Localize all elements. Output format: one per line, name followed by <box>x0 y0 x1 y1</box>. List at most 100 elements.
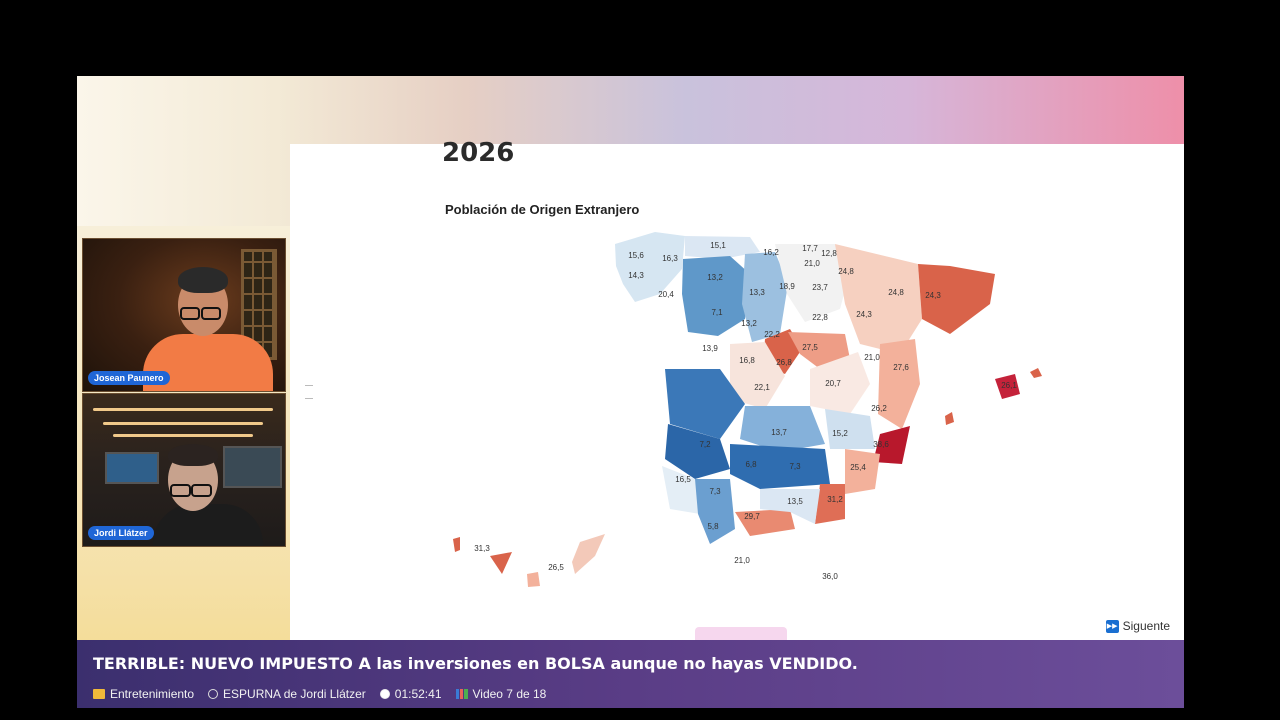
label-guadalajara: 27,5 <box>802 343 818 352</box>
label-teruel: 21,0 <box>864 353 880 362</box>
skip-forward-icon: ▶▶ <box>1105 619 1119 633</box>
region-asturias <box>685 236 760 259</box>
next-button-label: Siguente <box>1122 619 1170 633</box>
label-ceuta: 21,0 <box>734 556 750 565</box>
region-castilla-leon-east <box>742 252 788 342</box>
label-tarragona: 24,3 <box>925 291 941 300</box>
label-leon: 13,2 <box>707 273 723 282</box>
label-lugo: 16,3 <box>662 254 678 263</box>
label-salamanca: 13,9 <box>702 344 718 353</box>
region-huelva <box>662 466 700 514</box>
region-baleares-ibiza <box>945 412 954 425</box>
region-ciudad-real <box>740 406 825 452</box>
label-cordoba: 13,5 <box>787 497 803 506</box>
label-albacete: 15,2 <box>832 429 848 438</box>
region-sevilla <box>695 479 735 544</box>
region-galicia <box>615 232 685 302</box>
label-cuenca: 20,7 <box>825 379 841 388</box>
folder-icon <box>93 689 105 699</box>
spain-choropleth-map: 15,6 16,3 15,1 16,2 17,7 12,8 21,0 14,3 … <box>453 232 1042 587</box>
label-baleares: 26,1 <box>1001 381 1017 390</box>
label-huelva: 16,5 <box>675 475 691 484</box>
playlist-position-label: Video 7 de 18 <box>472 687 547 701</box>
label-segovia: 22,2 <box>764 330 780 339</box>
map-regions <box>453 232 1042 587</box>
region-guadalajara <box>788 332 850 369</box>
video-frame: 2026 Población de Origen Extranjero <box>77 76 1184 708</box>
region-north-east-light <box>775 244 850 322</box>
video-meta: Entretenimiento ESPURNA de Jordi Llátzer… <box>93 687 546 701</box>
region-canarias-east <box>572 534 605 574</box>
region-canarias-tenerife <box>490 552 512 574</box>
map-screen-decor <box>223 446 282 488</box>
region-castilla-leon-west <box>682 256 750 336</box>
slide-handle[interactable] <box>305 385 313 399</box>
meta-category: Entretenimiento <box>93 687 194 701</box>
next-button[interactable]: ▶▶ Siguente <box>1105 619 1170 633</box>
name-tag: Jordi Llátzer <box>88 526 154 540</box>
label-murcia: 25,4 <box>850 463 866 472</box>
label-valencia: 26,2 <box>871 404 887 413</box>
region-baleares-mallorca <box>995 374 1020 399</box>
region-canarias-grancanaria <box>527 572 540 587</box>
label-navarra: 24,8 <box>838 267 854 276</box>
meta-duration: 01:52:41 <box>379 687 442 701</box>
label-avila: 16,8 <box>739 356 755 365</box>
label-almeria: 31,2 <box>827 495 843 504</box>
region-albacete <box>825 409 875 449</box>
label-toledo: 22,1 <box>754 383 770 392</box>
region-alicante <box>873 426 910 464</box>
label-cadiz: 5,8 <box>707 522 719 531</box>
label-sevilla: 7,3 <box>709 487 721 496</box>
label-ciudad-real: 13,7 <box>771 428 787 437</box>
label-pontevedra: 14,3 <box>628 271 644 280</box>
label-castellon: 27,6 <box>893 363 909 372</box>
region-cordoba <box>760 489 820 524</box>
region-canarias-west <box>453 537 460 552</box>
stopwatch-icon <box>379 689 390 699</box>
label-palencia: 13,3 <box>749 288 765 297</box>
bar-chart-icon <box>455 689 468 699</box>
label-madrid: 26,8 <box>776 358 792 367</box>
label-zaragoza: 24,3 <box>856 310 872 319</box>
webcam-feed-host: Josean Paunero <box>82 238 286 392</box>
region-valencia <box>878 339 920 429</box>
label-gipuzkoa: 12,8 <box>821 249 837 258</box>
region-cuenca <box>810 352 870 414</box>
webcam-feed-guest: Jordi Llátzer <box>82 393 286 547</box>
presentation-slide: 2026 Población de Origen Extranjero <box>290 138 1184 641</box>
region-almeria <box>815 484 845 524</box>
label-malaga: 29,7 <box>744 512 760 521</box>
label-burgos: 18,9 <box>779 282 795 291</box>
label-soria: 22,8 <box>812 313 828 322</box>
region-aragon <box>835 244 922 354</box>
label-araba: 21,0 <box>804 259 820 268</box>
name-tag: Josean Paunero <box>88 371 170 385</box>
slide-title: Población de Origen Extranjero <box>445 202 640 217</box>
user-icon <box>208 689 219 699</box>
label-cantabria: 16,2 <box>763 248 779 257</box>
video-title[interactable]: TERRIBLE: NUEVO IMPUESTO A las inversion… <box>93 654 858 673</box>
label-zamora: 7,1 <box>711 308 723 317</box>
meta-playlist-position: Video 7 de 18 <box>455 687 547 701</box>
meta-channel[interactable]: ESPURNA de Jordi Llátzer <box>208 687 366 701</box>
map-value-labels: 15,6 16,3 15,1 16,2 17,7 12,8 21,0 14,3 … <box>474 241 1017 581</box>
slide-year: 2026 <box>442 138 515 168</box>
label-ourense: 20,4 <box>658 290 674 299</box>
region-extremadura-north <box>665 369 745 439</box>
region-baleares-menorca <box>1030 368 1042 378</box>
region-murcia <box>845 449 880 494</box>
map-screen-decor <box>105 452 159 484</box>
label-canarias-west: 31,3 <box>474 544 490 553</box>
label-asturias: 15,1 <box>710 241 726 250</box>
video-info-bar: TERRIBLE: NUEVO IMPUESTO A las inversion… <box>77 640 1184 708</box>
channel-label: ESPURNA de Jordi Llátzer <box>223 687 366 701</box>
label-granada: 7,3 <box>789 462 801 471</box>
label-alicante: 38,6 <box>873 440 889 449</box>
label-coruna: 15,6 <box>628 251 644 260</box>
label-valladolid: 13,2 <box>741 319 757 328</box>
slide-tab <box>695 627 787 641</box>
region-extremadura-south <box>665 424 730 479</box>
region-granada-malaga <box>735 509 795 536</box>
label-rioja: 23,7 <box>812 283 828 292</box>
